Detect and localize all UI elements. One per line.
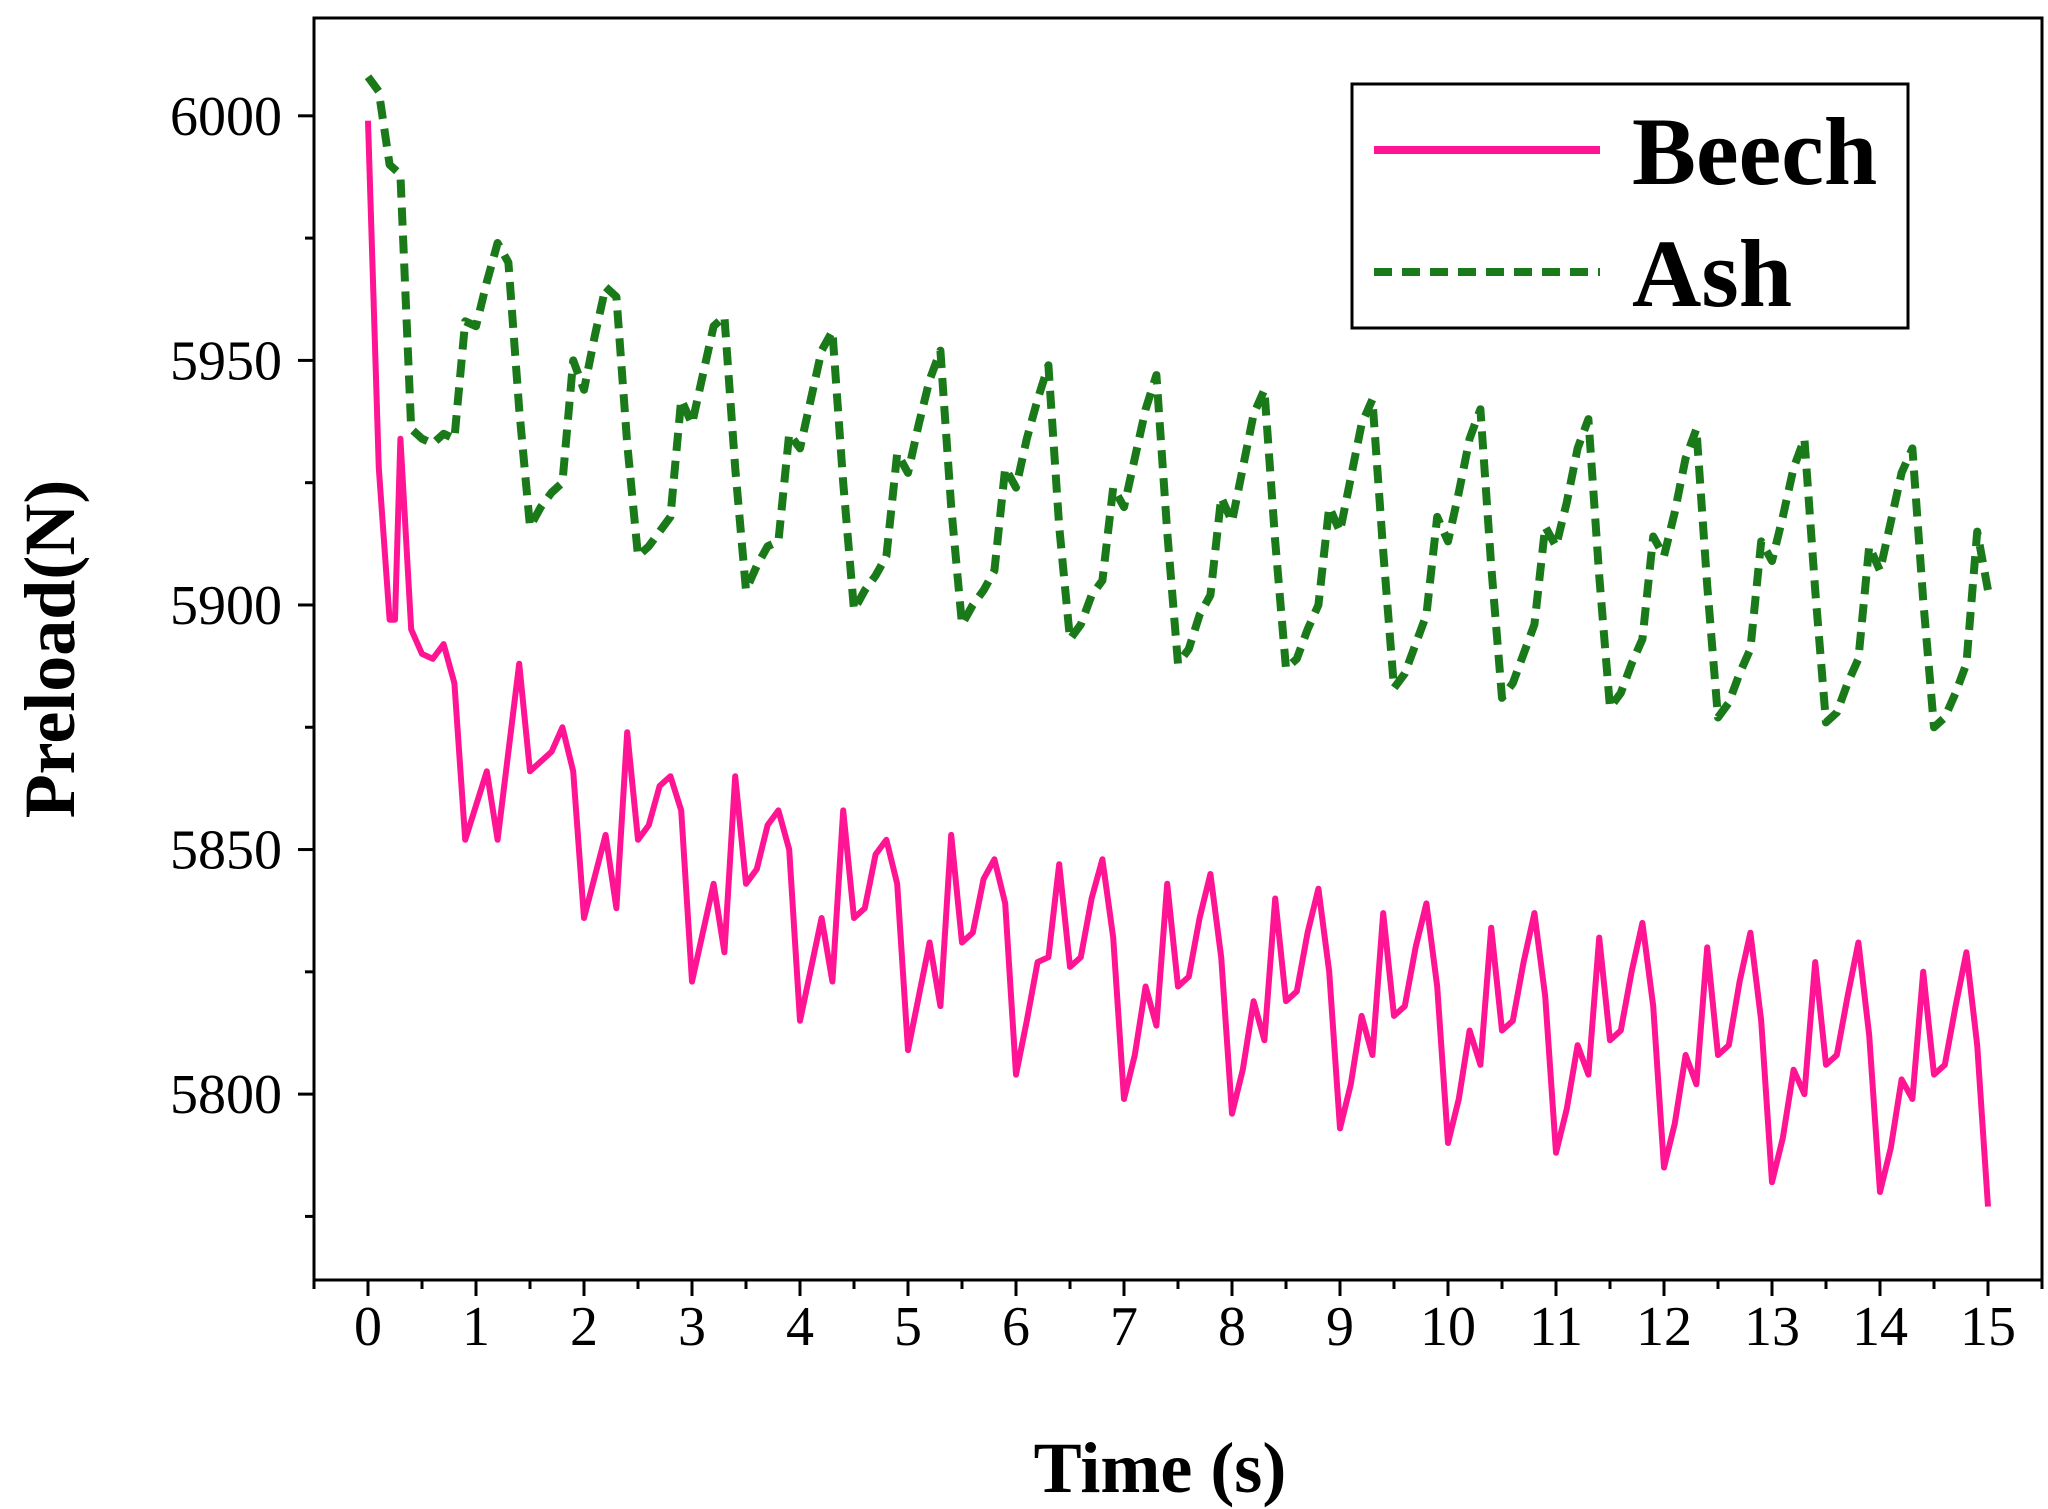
x-tick-label: 11 xyxy=(1529,1296,1583,1358)
legend-label-ash: Ash xyxy=(1632,220,1792,327)
x-tick-label: 5 xyxy=(894,1296,922,1358)
y-tick-label: 5900 xyxy=(170,575,282,637)
y-tick-label: 5950 xyxy=(170,330,282,392)
legend-frame xyxy=(1350,82,1910,330)
y-axis-title: Preload(N) xyxy=(10,480,90,819)
x-tick-label: 6 xyxy=(1002,1296,1030,1358)
legend: Beech Ash xyxy=(1350,82,1910,330)
series-ash-line xyxy=(364,74,1992,732)
x-tick-label: 15 xyxy=(1960,1296,2016,1358)
x-tick-label: 7 xyxy=(1110,1296,1138,1358)
x-tick-label: 14 xyxy=(1852,1296,1908,1358)
tick-labels: 0 1 2 3 4 5 6 7 8 9 10 11 12 13 14 15580058505900595060… xyxy=(170,86,2016,1358)
x-tick-label: 13 xyxy=(1744,1296,1800,1358)
x-tick-label: 2 xyxy=(570,1296,598,1358)
series-beech-line xyxy=(365,120,1991,1207)
x-tick-label: 1 xyxy=(462,1296,490,1358)
y-tick-label: 5850 xyxy=(170,820,282,882)
x-tick-label: 12 xyxy=(1636,1296,1692,1358)
x-axis-title: Time (s) xyxy=(1034,1428,1287,1508)
legend-label-beech: Beech xyxy=(1632,98,1877,205)
x-tick-label: 4 xyxy=(786,1296,814,1358)
y-tick-label: 6000 xyxy=(170,86,282,148)
x-tick-label: 9 xyxy=(1326,1296,1354,1358)
x-tick-label: 10 xyxy=(1420,1296,1476,1358)
x-tick-label: 8 xyxy=(1218,1296,1246,1358)
y-tick-label: 5800 xyxy=(170,1064,282,1126)
series-layer xyxy=(364,74,1992,1207)
axis-ticks xyxy=(298,114,2044,1296)
x-tick-label: 3 xyxy=(678,1296,706,1358)
x-tick-label: 0 xyxy=(354,1296,382,1358)
